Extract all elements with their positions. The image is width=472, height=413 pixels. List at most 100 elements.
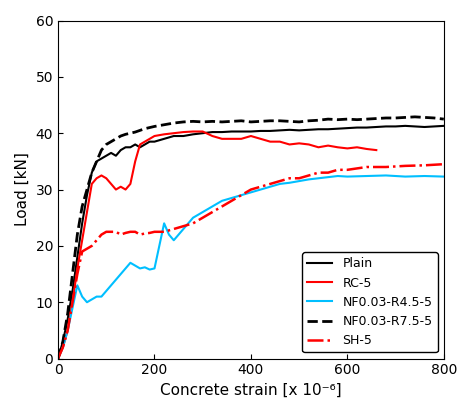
SH-5 bbox=[161, 229, 167, 234]
RC-5 bbox=[137, 142, 143, 147]
NF0.03-R4.5-5 bbox=[441, 174, 447, 179]
RC-5 bbox=[287, 142, 292, 147]
NF0.03-R4.5-5 bbox=[65, 328, 70, 333]
SH-5 bbox=[287, 176, 292, 181]
SH-5 bbox=[94, 238, 100, 243]
SH-5 bbox=[55, 356, 61, 361]
NF0.03-R7.5-5 bbox=[277, 118, 283, 123]
RC-5 bbox=[113, 187, 119, 192]
SH-5 bbox=[79, 249, 85, 254]
RC-5 bbox=[108, 181, 114, 186]
SH-5 bbox=[118, 232, 124, 237]
RC-5 bbox=[345, 146, 350, 151]
NF0.03-R7.5-5 bbox=[132, 130, 138, 135]
SH-5 bbox=[325, 170, 331, 175]
NF0.03-R4.5-5 bbox=[55, 356, 61, 361]
NF0.03-R4.5-5 bbox=[248, 190, 254, 195]
SH-5 bbox=[89, 243, 94, 248]
NF0.03-R4.5-5 bbox=[94, 294, 100, 299]
NF0.03-R4.5-5 bbox=[75, 283, 80, 288]
NF0.03-R4.5-5 bbox=[267, 184, 273, 189]
SH-5 bbox=[75, 272, 80, 277]
X-axis label: Concrete strain [x 10⁻⁶]: Concrete strain [x 10⁻⁶] bbox=[160, 383, 342, 398]
NF0.03-R4.5-5 bbox=[132, 263, 138, 268]
NF0.03-R4.5-5 bbox=[84, 300, 90, 305]
SH-5 bbox=[147, 230, 152, 235]
RC-5 bbox=[103, 176, 109, 181]
NF0.03-R4.5-5 bbox=[108, 283, 114, 288]
Plain bbox=[306, 127, 312, 132]
NF0.03-R7.5-5 bbox=[441, 116, 447, 121]
NF0.03-R4.5-5 bbox=[176, 232, 181, 237]
Plain bbox=[277, 128, 283, 133]
NF0.03-R4.5-5 bbox=[335, 173, 341, 178]
SH-5 bbox=[210, 210, 215, 215]
NF0.03-R4.5-5 bbox=[118, 272, 124, 277]
SH-5 bbox=[316, 170, 321, 175]
NF0.03-R7.5-5 bbox=[412, 114, 418, 119]
NF0.03-R4.5-5 bbox=[157, 243, 162, 248]
SH-5 bbox=[200, 215, 205, 220]
Plain bbox=[108, 150, 114, 155]
NF0.03-R4.5-5 bbox=[181, 226, 186, 231]
RC-5 bbox=[70, 300, 76, 305]
SH-5 bbox=[108, 229, 114, 234]
RC-5 bbox=[142, 139, 148, 144]
NF0.03-R4.5-5 bbox=[258, 187, 263, 192]
RC-5 bbox=[229, 136, 235, 141]
RC-5 bbox=[127, 181, 133, 186]
SH-5 bbox=[421, 163, 427, 168]
Line: SH-5: SH-5 bbox=[58, 164, 444, 358]
SH-5 bbox=[142, 231, 148, 236]
Plain bbox=[127, 145, 133, 150]
NF0.03-R4.5-5 bbox=[99, 294, 104, 299]
NF0.03-R4.5-5 bbox=[421, 173, 427, 178]
RC-5 bbox=[171, 131, 177, 136]
RC-5 bbox=[152, 133, 157, 138]
NF0.03-R4.5-5 bbox=[296, 178, 302, 183]
RC-5 bbox=[65, 328, 70, 333]
NF0.03-R7.5-5 bbox=[127, 131, 133, 136]
RC-5 bbox=[118, 184, 124, 189]
SH-5 bbox=[258, 184, 263, 189]
RC-5 bbox=[219, 136, 225, 141]
NF0.03-R4.5-5 bbox=[403, 174, 408, 179]
RC-5 bbox=[55, 356, 61, 361]
SH-5 bbox=[219, 204, 225, 209]
NF0.03-R4.5-5 bbox=[325, 175, 331, 180]
RC-5 bbox=[277, 139, 283, 144]
NF0.03-R4.5-5 bbox=[127, 260, 133, 265]
RC-5 bbox=[238, 136, 244, 141]
RC-5 bbox=[75, 266, 80, 271]
RC-5 bbox=[89, 181, 94, 186]
SH-5 bbox=[345, 167, 350, 172]
RC-5 bbox=[267, 139, 273, 144]
NF0.03-R4.5-5 bbox=[306, 177, 312, 182]
SH-5 bbox=[306, 173, 312, 178]
NF0.03-R4.5-5 bbox=[277, 181, 283, 186]
NF0.03-R4.5-5 bbox=[79, 294, 85, 299]
NF0.03-R7.5-5 bbox=[108, 139, 114, 144]
SH-5 bbox=[335, 167, 341, 172]
NF0.03-R4.5-5 bbox=[200, 210, 205, 215]
NF0.03-R4.5-5 bbox=[229, 195, 235, 200]
SH-5 bbox=[137, 232, 143, 237]
Legend: Plain, RC-5, NF0.03-R4.5-5, NF0.03-R7.5-5, SH-5: Plain, RC-5, NF0.03-R4.5-5, NF0.03-R7.5-… bbox=[303, 252, 438, 352]
NF0.03-R4.5-5 bbox=[166, 232, 172, 237]
RC-5 bbox=[94, 176, 100, 181]
RC-5 bbox=[248, 133, 254, 138]
RC-5 bbox=[306, 142, 312, 147]
Line: RC-5: RC-5 bbox=[58, 131, 376, 358]
Line: NF0.03-R7.5-5: NF0.03-R7.5-5 bbox=[58, 117, 444, 358]
RC-5 bbox=[316, 145, 321, 150]
RC-5 bbox=[200, 129, 205, 134]
RC-5 bbox=[296, 141, 302, 146]
SH-5 bbox=[248, 187, 254, 192]
SH-5 bbox=[229, 198, 235, 203]
NF0.03-R4.5-5 bbox=[345, 174, 350, 179]
SH-5 bbox=[277, 178, 283, 183]
SH-5 bbox=[99, 232, 104, 237]
NF0.03-R4.5-5 bbox=[287, 180, 292, 185]
SH-5 bbox=[60, 345, 66, 350]
SH-5 bbox=[127, 229, 133, 234]
